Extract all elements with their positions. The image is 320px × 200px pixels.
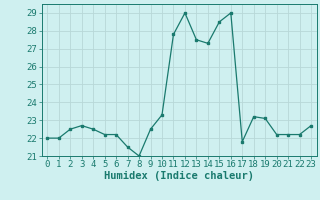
X-axis label: Humidex (Indice chaleur): Humidex (Indice chaleur) xyxy=(104,171,254,181)
